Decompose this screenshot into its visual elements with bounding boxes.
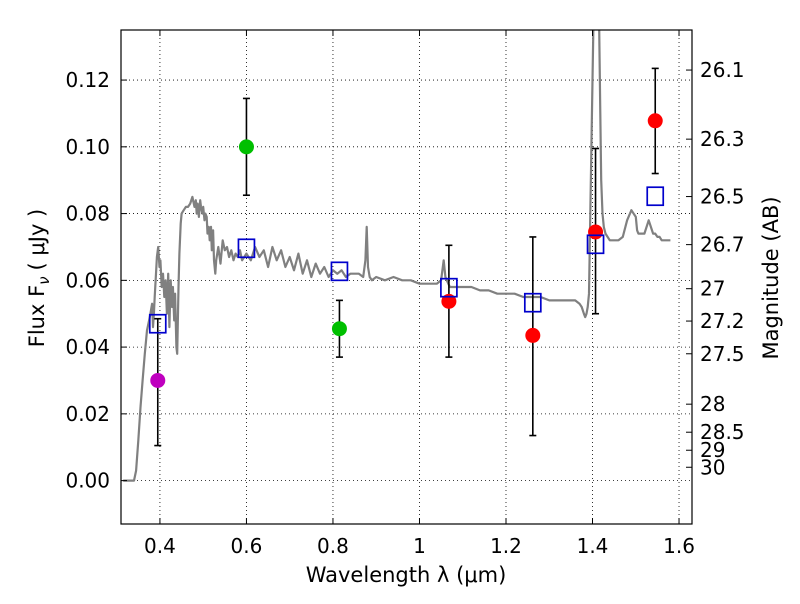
- x-tick-label: 1.6: [663, 534, 695, 558]
- flux-point: [441, 293, 457, 309]
- magnitude-tick-label: 26.3: [700, 127, 745, 151]
- y-tick-label: 0.02: [65, 402, 110, 426]
- x-tick-label: 1.2: [490, 534, 522, 558]
- x-axis-ticks: 0.4 0.6 0.8 1 1.2 1.4 1.6: [144, 30, 695, 558]
- x-tick-label: 1.4: [577, 534, 609, 558]
- model-photometry-square: [148, 313, 167, 334]
- model-photometry-square: [586, 234, 605, 255]
- y-tick-label: 0.04: [65, 335, 110, 359]
- y-tick-label: 0.12: [65, 68, 110, 92]
- data-points: [150, 113, 663, 388]
- flux-point: [647, 113, 663, 129]
- y-tick-label: 0.08: [65, 202, 110, 226]
- magnitude-axis-label: Magnitude (AB): [759, 196, 783, 359]
- magnitude-tick-label: 26.5: [700, 185, 745, 209]
- y-axis-label-subscript: ν: [35, 276, 53, 284]
- magnitude-tick-label: 26.7: [700, 233, 745, 257]
- y-axis-label: Flux Fν ( μJy ): [25, 209, 53, 348]
- magnitude-tick-label: 29: [700, 438, 725, 462]
- flux-point: [238, 139, 254, 155]
- magnitude-tick-label: 27.5: [700, 342, 745, 366]
- flux-point: [150, 372, 166, 388]
- model-photometry-square: [523, 292, 542, 313]
- model-photometry-square: [237, 238, 256, 259]
- y-tick-label: 0.10: [65, 135, 110, 159]
- x-axis-label: Wavelength λ (μm): [306, 563, 507, 587]
- plot-background: [121, 30, 692, 524]
- model-photometry-square: [440, 277, 458, 298]
- magnitude-tick-label: 30: [700, 455, 725, 479]
- x-tick-label: 0.8: [317, 534, 349, 558]
- y-axis-ticks: 0.00 0.02 0.04 0.06 0.08 0.10 0.12: [65, 68, 127, 493]
- magnitude-tick-label: 28.5: [700, 420, 745, 444]
- model-photometry-square: [646, 186, 665, 207]
- y-axis-label-main: Flux F: [25, 285, 49, 347]
- flux-point: [588, 224, 604, 240]
- plot-frame: [120, 29, 693, 525]
- x-tick-label: 0.4: [144, 534, 176, 558]
- model-photometry-squares: [148, 186, 665, 334]
- flux-point: [331, 321, 347, 337]
- flux-point: [525, 327, 541, 343]
- magnitude-tick-label: 27.2: [700, 309, 745, 333]
- magnitude-tick-label: 26.1: [700, 58, 745, 82]
- magnitude-tick-label: 27: [700, 277, 725, 301]
- y-tick-label: 0.00: [65, 469, 110, 493]
- model-photometry-square: [330, 261, 349, 282]
- y-tick-label: 0.06: [65, 268, 110, 292]
- y-axis-label-unit: ( μJy ): [25, 209, 49, 271]
- magnitude-tick-label: 28: [700, 392, 725, 416]
- x-tick-label: 0.6: [231, 534, 263, 558]
- x-tick-label: 1: [413, 534, 426, 558]
